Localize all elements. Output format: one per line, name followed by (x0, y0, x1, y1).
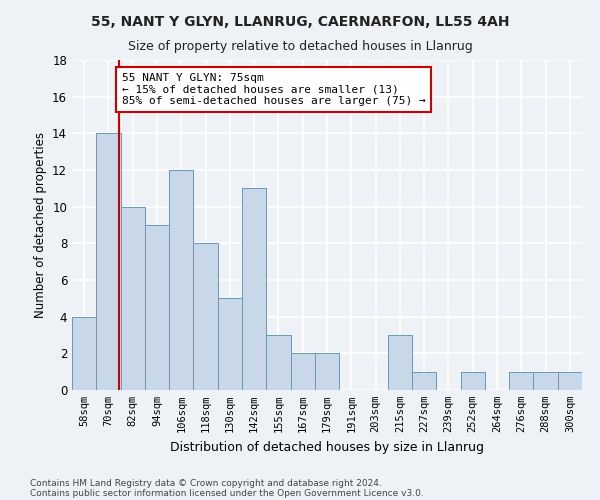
Bar (72, 316, 96, 390)
Bar (169, 170, 193, 390)
Bar (558, 372, 582, 390)
Text: Contains public sector information licensed under the Open Government Licence v3: Contains public sector information licen… (30, 488, 424, 498)
Bar (121, 206, 145, 390)
Bar (145, 225, 169, 390)
Bar (290, 354, 315, 390)
Bar (193, 244, 218, 390)
Bar (96, 134, 121, 390)
Text: 55 NANT Y GLYN: 75sqm
← 15% of detached houses are smaller (13)
85% of semi-deta: 55 NANT Y GLYN: 75sqm ← 15% of detached … (122, 73, 425, 106)
Bar (266, 335, 290, 390)
Bar (412, 372, 436, 390)
Bar (315, 354, 339, 390)
Y-axis label: Number of detached properties: Number of detached properties (34, 132, 47, 318)
Bar (218, 298, 242, 390)
Text: Size of property relative to detached houses in Llanrug: Size of property relative to detached ho… (128, 40, 472, 53)
Bar (242, 188, 266, 390)
Bar (461, 372, 485, 390)
X-axis label: Distribution of detached houses by size in Llanrug: Distribution of detached houses by size … (170, 440, 484, 454)
Text: 55, NANT Y GLYN, LLANRUG, CAERNARFON, LL55 4AH: 55, NANT Y GLYN, LLANRUG, CAERNARFON, LL… (91, 15, 509, 29)
Bar (509, 372, 533, 390)
Text: Contains HM Land Registry data © Crown copyright and database right 2024.: Contains HM Land Registry data © Crown c… (30, 478, 382, 488)
Bar (388, 335, 412, 390)
Bar (533, 372, 558, 390)
